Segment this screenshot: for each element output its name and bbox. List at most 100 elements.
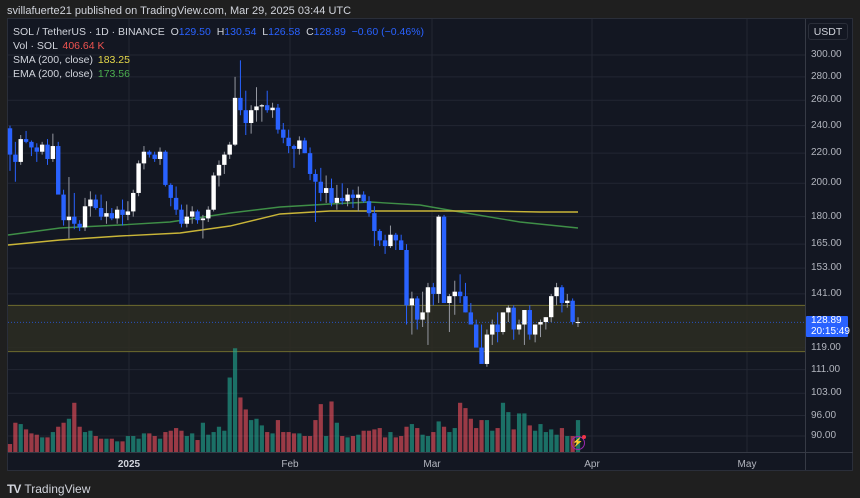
candle-body — [511, 307, 516, 330]
price-axis-label: 90.00 — [811, 429, 837, 441]
volume-bar — [436, 421, 441, 452]
candle-body — [82, 206, 88, 228]
candle-body — [291, 146, 297, 149]
volume-bar — [45, 437, 50, 452]
ema-legend-row[interactable]: EMA (200, close) 173.56 — [13, 67, 424, 81]
volume-bar — [77, 426, 82, 452]
candle-body — [340, 197, 345, 202]
candle-body — [211, 175, 216, 210]
volume-bar — [463, 408, 468, 452]
candle-body — [18, 139, 23, 162]
candle-body — [516, 324, 522, 330]
volume-bar — [495, 428, 500, 452]
candle-body — [56, 146, 61, 195]
candle-body — [334, 197, 340, 203]
candle-body — [152, 154, 157, 159]
volume-bar — [554, 434, 559, 452]
candle-body — [286, 137, 291, 147]
volume-bar — [425, 436, 431, 452]
notification-dot — [582, 435, 586, 439]
volume-bar — [559, 428, 565, 452]
candle-body — [463, 296, 468, 313]
candle-body — [23, 139, 29, 142]
lightning-event-icon[interactable]: ⚡ — [571, 436, 585, 450]
price-axis-label: 96.00 — [811, 409, 837, 421]
volume-bar — [297, 433, 302, 452]
candle-body — [468, 312, 474, 325]
candle-body — [136, 163, 141, 193]
high-value: 130.54 — [224, 26, 257, 38]
candle-body — [415, 298, 420, 320]
time-axis-label: Feb — [281, 459, 299, 470]
volume-legend-row[interactable]: Vol · SOL 406.64 K — [13, 39, 424, 53]
volume-bar — [168, 430, 173, 452]
price-axis-label: 111.00 — [811, 363, 841, 375]
candle-body — [565, 300, 570, 304]
volume-bar — [313, 420, 318, 452]
symbol-name[interactable]: SOL / TetherUS · 1D · BINANCE — [13, 26, 165, 38]
volume-bar — [361, 430, 366, 452]
volume-bar — [13, 422, 18, 452]
volume-bar — [109, 438, 114, 452]
ema-value: 173.56 — [97, 68, 130, 80]
volume-bar — [270, 433, 275, 452]
candle-body — [313, 173, 318, 182]
candle-body — [329, 188, 334, 203]
candle-body — [189, 211, 195, 217]
volume-bar — [565, 436, 570, 452]
candle-body — [109, 213, 115, 219]
volume-bar — [200, 422, 206, 452]
volume-bar — [184, 436, 189, 452]
candle-body — [377, 231, 382, 241]
volume-bar — [88, 430, 93, 452]
open-label: O — [170, 26, 179, 38]
close-label: C — [306, 26, 314, 38]
volume-bar — [484, 420, 490, 452]
volume-bar — [216, 426, 222, 452]
candle-body — [200, 218, 206, 221]
price-axis-label: 200.00 — [811, 177, 842, 189]
volume-bar — [120, 441, 125, 452]
candle-body — [350, 194, 356, 198]
volume-bar — [249, 420, 254, 452]
volume-bar — [549, 429, 554, 452]
volume-bar — [66, 418, 72, 452]
volume-bar — [115, 441, 120, 452]
volume-bar — [350, 436, 356, 452]
candle-body — [238, 97, 243, 111]
volume-bar — [543, 432, 548, 452]
open-value: 129.50 — [178, 26, 211, 38]
price-axis-label: 260.00 — [811, 94, 842, 106]
volume-bar — [222, 430, 227, 452]
low-value: 126.58 — [268, 26, 301, 38]
volume-bar — [345, 437, 350, 452]
candle-body — [179, 209, 184, 224]
time-axis-label: Apr — [584, 459, 600, 470]
volume-bar — [141, 433, 147, 452]
volume-bar — [82, 432, 88, 452]
price-axis-label: 180.00 — [811, 210, 842, 222]
candle-body — [431, 287, 436, 294]
price-axis-label: 300.00 — [811, 49, 842, 61]
candle-body — [575, 322, 581, 324]
candle-body — [318, 181, 323, 193]
candle-body — [173, 197, 179, 210]
candle-body — [29, 141, 34, 148]
currency-button[interactable]: USDT — [808, 23, 848, 40]
sma-legend-row[interactable]: SMA (200, close) 183.25 — [13, 53, 424, 67]
candle-body — [195, 211, 200, 221]
volume-bar — [136, 438, 141, 452]
candle-body — [66, 216, 72, 221]
volume-bar — [399, 436, 404, 452]
volume-bar — [382, 437, 388, 452]
volume-bar — [227, 377, 232, 452]
candle-body — [88, 199, 93, 207]
candle-body — [34, 147, 39, 152]
volume-bar — [447, 432, 452, 452]
volume-bar — [474, 428, 479, 452]
volume-bar — [206, 434, 211, 452]
candle-body — [72, 216, 77, 224]
candle-body — [372, 213, 377, 232]
volume-bar — [415, 428, 420, 452]
